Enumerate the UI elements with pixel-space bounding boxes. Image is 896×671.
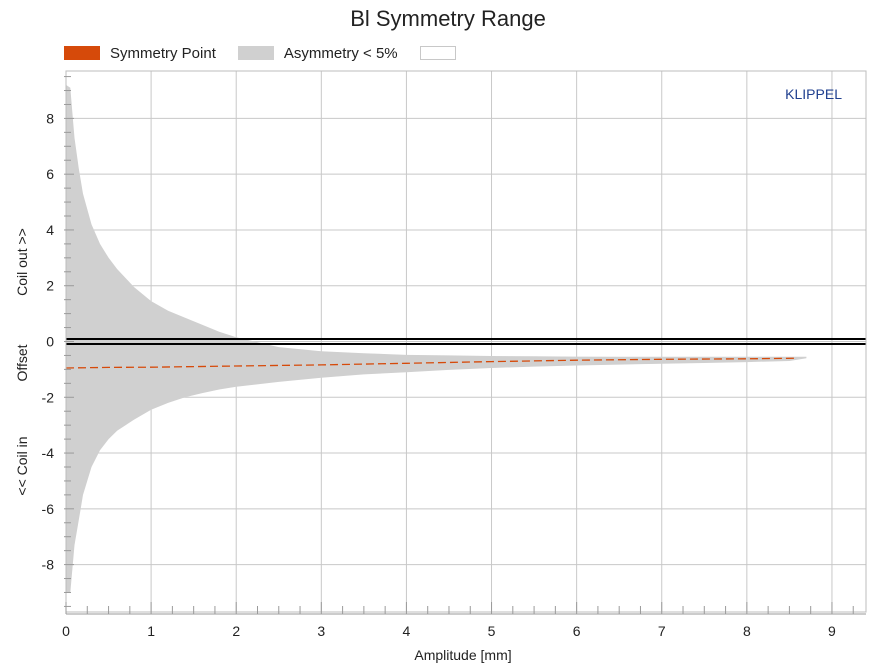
x-tick-label: 7 — [658, 623, 666, 639]
y-tick-label: 2 — [46, 278, 54, 294]
legend: Symmetry Point Asymmetry < 5% — [64, 42, 488, 64]
y-tick-label: -4 — [42, 445, 55, 461]
y-tick-label: -6 — [42, 501, 55, 517]
x-axis-label: Amplitude [mm] — [414, 647, 511, 663]
y-tick-label: -2 — [42, 389, 55, 405]
legend-label-symmetry-point: Symmetry Point — [110, 44, 216, 62]
y-axis-label-top: Coil out >> — [14, 228, 30, 296]
legend-swatch-asymmetry — [237, 46, 274, 60]
x-tick-label: 2 — [232, 623, 240, 639]
x-tick-label: 4 — [403, 623, 411, 639]
legend-item-empty — [419, 46, 466, 60]
y-axis-label-middle: Offset — [14, 344, 30, 381]
y-axis-label-bottom: << Coil in — [14, 436, 30, 495]
x-tick-label: 5 — [488, 623, 496, 639]
y-tick-label: 0 — [46, 334, 54, 350]
legend-swatch-symmetry-point — [64, 46, 100, 60]
symmetry-point-line — [65, 357, 798, 369]
klippel-watermark: KLIPPEL — [785, 86, 842, 102]
x-tick-label: 0 — [62, 623, 70, 639]
legend-label-asymmetry: Asymmetry < 5% — [283, 44, 398, 62]
y-tick-label: 6 — [46, 166, 54, 182]
legend-item-asymmetry: Asymmetry < 5% — [237, 44, 398, 62]
x-tick-label: 6 — [573, 623, 581, 639]
x-tick-label: 8 — [743, 623, 751, 639]
y-tick-label: 4 — [46, 222, 54, 238]
axes: 0 1 2 3 4 5 6 7 8 9 -8 -6 -4 -2 0 2 4 6 8 — [42, 70, 867, 639]
chart-title: Bl Symmetry Range — [350, 6, 546, 31]
x-tick-label: 3 — [317, 623, 325, 639]
x-tick-label: 1 — [147, 623, 155, 639]
x-tick-label: 9 — [828, 623, 836, 639]
legend-item-symmetry-point: Symmetry Point — [64, 45, 216, 62]
legend-swatch-empty — [419, 46, 456, 60]
y-tick-label: -8 — [42, 557, 55, 573]
symmetry-point-series — [65, 338, 866, 369]
y-tick-label: 8 — [46, 110, 54, 126]
